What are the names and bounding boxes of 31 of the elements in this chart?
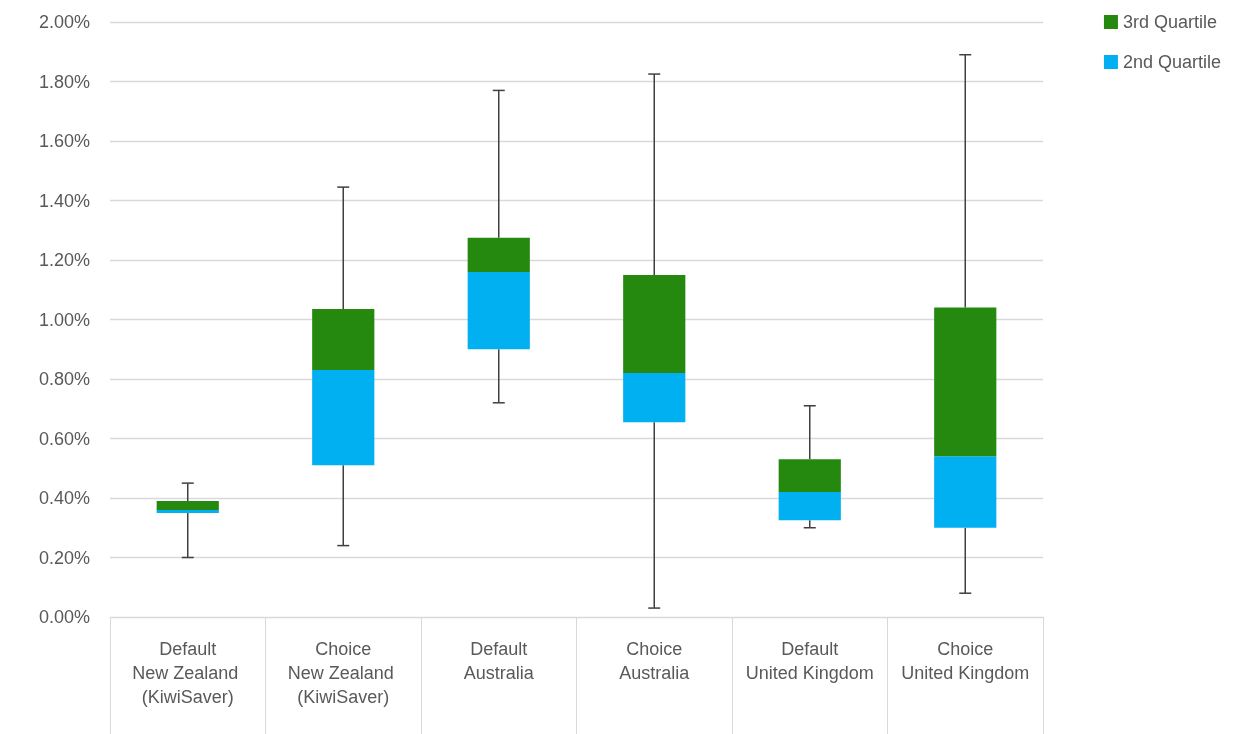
bar — [778, 459, 841, 493]
bar — [312, 309, 375, 371]
y-tick-label: 0.00% — [38, 607, 90, 627]
y-tick-label: 0.20% — [38, 547, 90, 568]
y-tick-label: 1.00% — [38, 309, 90, 330]
y-tick-label: 1.80% — [38, 71, 90, 92]
y-tick-label: 0.40% — [38, 488, 90, 508]
y-tick-label: 0.80% — [38, 369, 90, 389]
bar — [312, 370, 375, 466]
legend-label: 3rd Quartile — [1122, 12, 1217, 32]
x-tick-label: Choice Australia — [619, 639, 691, 683]
bar — [156, 509, 219, 513]
bar — [156, 500, 219, 510]
bar — [623, 373, 686, 423]
y-tick-label: 0.60% — [38, 428, 90, 449]
bar — [623, 274, 686, 374]
y-tick-label: 1.20% — [38, 250, 90, 270]
legend-label: 2nd Quartile — [1122, 52, 1221, 72]
x-tick-label: Choice United Kingdom — [901, 639, 1030, 683]
x-tick-label: Default Australia — [463, 639, 535, 683]
bar — [934, 307, 997, 457]
x-tick-label: Default New Zealand (KiwiSaver) — [132, 639, 244, 707]
bar — [467, 237, 530, 272]
x-tick-label: Default United Kingdom — [745, 639, 874, 683]
bar — [934, 456, 997, 528]
bar — [778, 492, 841, 521]
y-tick-label: 2.00% — [38, 12, 90, 32]
y-tick-label: 1.40% — [38, 190, 90, 211]
bar — [467, 271, 530, 350]
y-tick-label: 1.60% — [38, 131, 90, 151]
x-tick-label: Choice New Zealand (KiwiSaver) — [287, 639, 399, 707]
